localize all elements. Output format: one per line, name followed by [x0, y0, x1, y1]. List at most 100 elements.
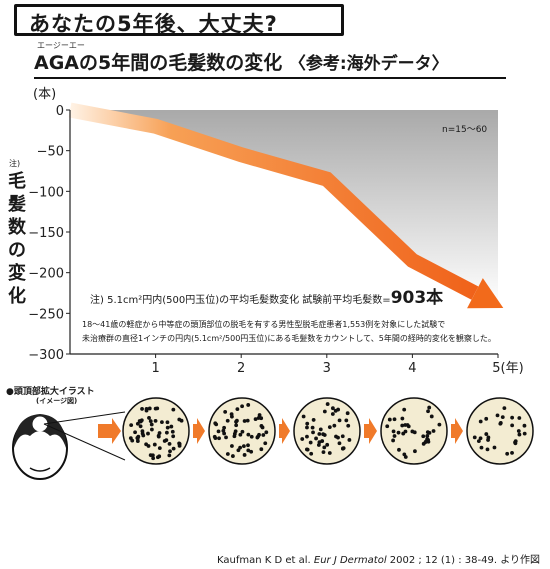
- hair-dot: [253, 417, 258, 422]
- hair-dot: [235, 418, 239, 423]
- hair-dot: [235, 407, 240, 411]
- hair-dot: [264, 430, 269, 435]
- hair-dot: [246, 432, 251, 437]
- hair-dot: [431, 429, 436, 433]
- hair-dot: [425, 430, 430, 435]
- note2-line2: 未治療群の直径1インチの円内(5.1cm²/500円玉位)にある毛髪数をカウント…: [82, 334, 496, 343]
- hair-dot: [167, 453, 172, 458]
- hair-dot: [478, 419, 483, 424]
- hair-dot: [300, 437, 305, 441]
- hair-dot: [151, 456, 156, 461]
- hair-dot: [224, 435, 228, 440]
- hair-dot: [150, 427, 154, 432]
- hair-dot: [137, 419, 142, 423]
- hair-dot: [157, 431, 162, 435]
- hair-dot: [305, 425, 309, 430]
- hair-dot: [321, 450, 326, 455]
- y-unit-label: (本): [33, 87, 57, 102]
- hair-dot: [502, 406, 507, 411]
- progression-arrow: [364, 418, 377, 444]
- area-fill: [70, 110, 498, 306]
- hair-dot: [311, 418, 316, 422]
- hair-dot: [257, 413, 262, 417]
- x-tick-label: 4: [408, 361, 416, 376]
- hair-dot: [217, 436, 221, 441]
- hair-dot: [263, 441, 268, 446]
- hair-dot: [484, 432, 489, 436]
- hair-dot: [406, 424, 411, 429]
- hair-dot: [522, 431, 527, 436]
- hair-dot: [344, 418, 349, 423]
- series-line: [68, 102, 479, 300]
- hair-dot: [327, 451, 332, 455]
- hair-dot: [245, 418, 250, 423]
- hair-dot: [129, 423, 134, 428]
- hair-dot: [149, 422, 154, 427]
- hair-dot: [153, 418, 158, 423]
- banner: あなたの5年後、大丈夫?: [14, 4, 344, 36]
- hair-dot: [421, 434, 426, 439]
- scalp-circle: [293, 397, 361, 465]
- hair-dot: [230, 444, 234, 448]
- chart-title: AGAの5年間の毛髪数の変化 〈参考:海外データ〉: [34, 48, 449, 75]
- hair-dot: [309, 451, 314, 456]
- hair-dot: [517, 432, 522, 437]
- hair-dot: [240, 404, 244, 409]
- hair-dot: [170, 429, 175, 434]
- hair-dot: [216, 429, 221, 434]
- note1-value: 903本: [390, 288, 444, 308]
- y-tick-label: −300: [28, 348, 64, 363]
- hair-dot: [330, 406, 335, 411]
- hair-dot: [144, 406, 149, 411]
- hair-dot: [516, 429, 521, 433]
- hair-dot: [168, 449, 172, 454]
- citation: Kaufman K D et al. Eur J Dermatol 2002 ;…: [217, 551, 540, 566]
- chart-note-1: 注) 5.1cm²円内(500円玉位)の平均毛髪数変化 試験前平均毛髪数=903…: [90, 283, 443, 308]
- hair-dot: [246, 443, 250, 448]
- progression-arrow: [451, 418, 463, 444]
- hair-dot: [505, 451, 510, 456]
- hair-dot: [146, 431, 150, 436]
- hair-dot: [147, 406, 152, 411]
- hair-dot: [242, 419, 247, 423]
- hair-dot: [138, 424, 143, 429]
- hair-dot: [230, 414, 234, 419]
- hair-dot: [322, 409, 327, 414]
- progression-arrow: [193, 418, 205, 444]
- hair-dot: [177, 443, 182, 448]
- hair-dot: [152, 442, 157, 447]
- hair-dot: [421, 441, 426, 446]
- hair-dot: [426, 439, 431, 444]
- hair-dot: [305, 447, 310, 452]
- title-bracket: 〈参考:海外データ〉: [288, 54, 449, 74]
- hair-dot: [403, 429, 408, 434]
- x-tick-label: 5(年): [492, 361, 523, 376]
- hair-dot: [238, 445, 243, 450]
- hair-dot: [140, 407, 144, 411]
- x-tick-label: 1: [151, 361, 159, 376]
- hair-dot: [522, 423, 527, 428]
- progression-arrow: [98, 418, 121, 444]
- hair-dot: [340, 434, 345, 439]
- hair-dot: [397, 447, 401, 452]
- hair-dot: [392, 434, 397, 438]
- hair-dot: [391, 438, 396, 443]
- hair-dot: [148, 419, 153, 424]
- hair-dot: [429, 414, 434, 419]
- banner-text: あなたの5年後、大丈夫?: [29, 12, 278, 36]
- hair-dot: [241, 444, 246, 449]
- hair-dot: [337, 441, 342, 446]
- hair-dot: [157, 454, 162, 459]
- hair-dot: [308, 440, 313, 445]
- hair-dot: [222, 425, 227, 430]
- hair-dot: [391, 429, 396, 434]
- hair-dot: [230, 454, 235, 458]
- illustration-sublabel: (イメージ図): [36, 397, 78, 405]
- hair-dot: [305, 421, 310, 426]
- hair-dot: [476, 439, 481, 444]
- hair-dot: [498, 421, 503, 425]
- head-chin: [29, 467, 51, 472]
- hair-dot: [257, 432, 261, 437]
- hair-dot: [259, 447, 264, 452]
